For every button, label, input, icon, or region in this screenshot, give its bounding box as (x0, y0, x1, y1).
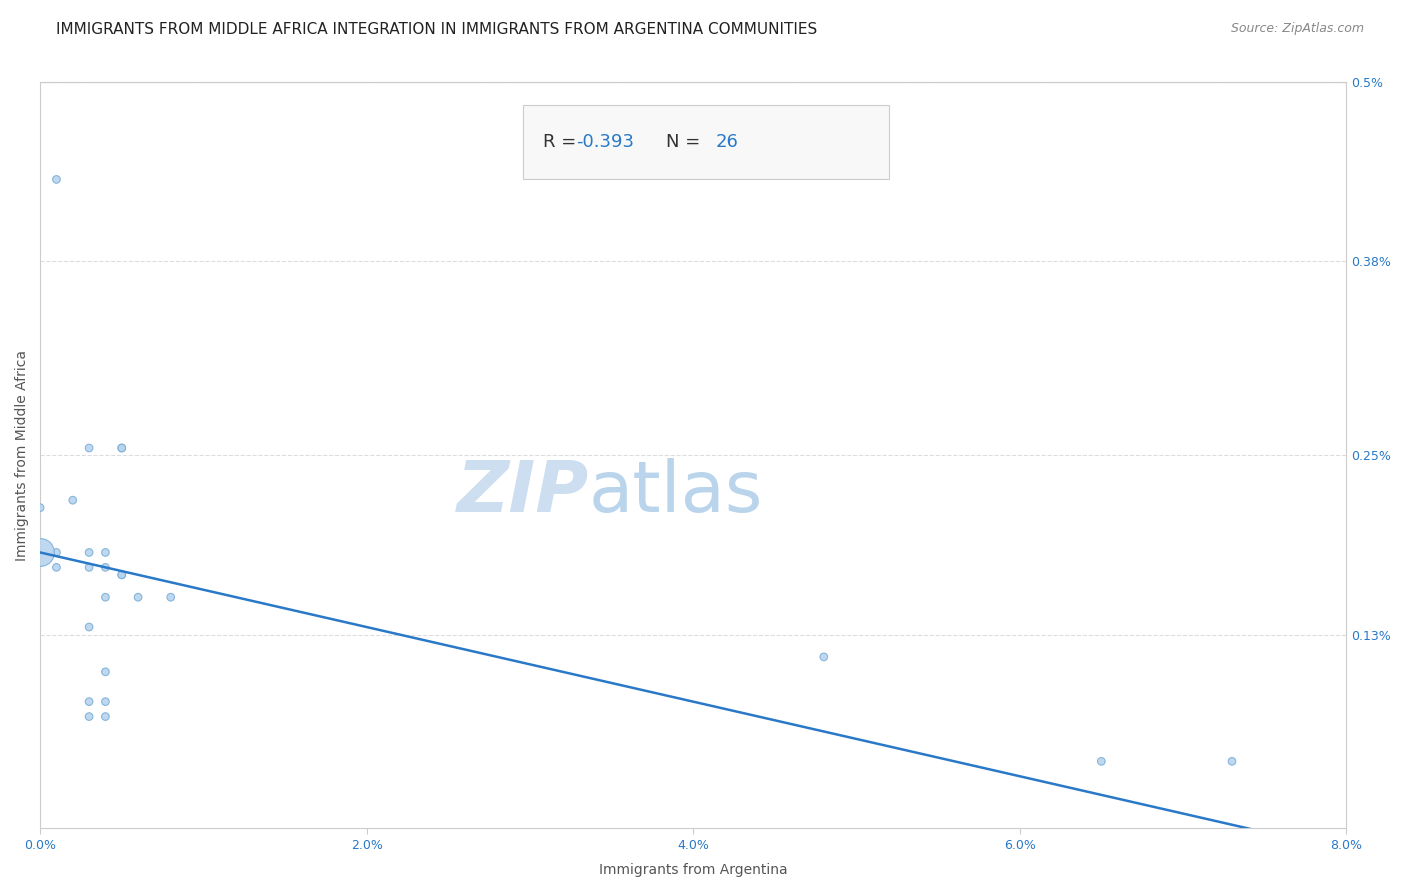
Point (94, 665, 117, 679)
Text: N =: N = (666, 133, 706, 151)
FancyBboxPatch shape (523, 105, 889, 179)
Point (94, 591, 117, 605)
Point (30, 545, 52, 559)
Point (30, 500, 52, 515)
Point (77, 695, 100, 709)
Text: R =: R = (543, 133, 582, 151)
Point (45, 545, 67, 559)
Point (111, 441, 134, 455)
Text: 26: 26 (716, 133, 740, 151)
Text: Source: ZipAtlas.com: Source: ZipAtlas.com (1230, 22, 1364, 36)
Point (77, 620, 100, 634)
Text: IMMIGRANTS FROM MIDDLE AFRICA INTEGRATION IN IMMIGRANTS FROM ARGENTINA COMMUNITI: IMMIGRANTS FROM MIDDLE AFRICA INTEGRATIO… (56, 22, 817, 37)
X-axis label: Immigrants from Argentina: Immigrants from Argentina (599, 863, 787, 877)
Point (45, 560, 67, 574)
Point (77, 441, 100, 455)
Text: -0.393: -0.393 (576, 133, 634, 151)
Text: atlas: atlas (589, 458, 763, 527)
Y-axis label: Immigrants from Middle Africa: Immigrants from Middle Africa (15, 350, 30, 561)
Point (94, 709, 117, 723)
Point (111, 441, 134, 455)
Point (77, 709, 100, 723)
Point (127, 591, 149, 605)
Point (159, 591, 181, 605)
Point (94, 560, 117, 574)
Point (111, 567, 134, 582)
Point (94, 545, 117, 559)
Point (813, 649, 835, 664)
Point (1090, 755, 1112, 769)
Point (111, 567, 134, 582)
Point (94, 695, 117, 709)
Text: ZIP: ZIP (457, 458, 589, 527)
Point (77, 545, 100, 559)
Point (77, 560, 100, 574)
Point (62, 493, 84, 508)
Point (45, 172, 67, 186)
Point (1220, 755, 1243, 769)
